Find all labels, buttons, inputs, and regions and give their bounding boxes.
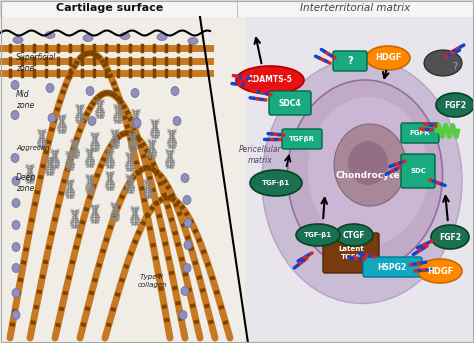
Ellipse shape	[184, 240, 192, 249]
Ellipse shape	[12, 310, 20, 319]
Ellipse shape	[250, 170, 302, 196]
FancyBboxPatch shape	[245, 17, 474, 343]
Ellipse shape	[366, 46, 410, 70]
Ellipse shape	[296, 224, 340, 246]
Ellipse shape	[12, 177, 20, 186]
Ellipse shape	[133, 118, 141, 128]
Ellipse shape	[12, 288, 20, 297]
Ellipse shape	[45, 32, 55, 38]
Ellipse shape	[181, 286, 189, 296]
Text: ?: ?	[453, 62, 457, 72]
FancyBboxPatch shape	[0, 0, 474, 18]
Text: FGF2: FGF2	[439, 233, 461, 241]
Ellipse shape	[335, 224, 373, 246]
Text: SDC: SDC	[410, 168, 426, 174]
Ellipse shape	[424, 50, 462, 76]
Ellipse shape	[179, 310, 187, 319]
Text: HDGF: HDGF	[375, 54, 401, 62]
FancyBboxPatch shape	[363, 257, 422, 277]
Text: ?: ?	[347, 56, 353, 66]
Ellipse shape	[288, 80, 443, 270]
Text: FGFR: FGFR	[410, 130, 430, 136]
Text: TGF-β1: TGF-β1	[262, 180, 290, 186]
Ellipse shape	[184, 218, 192, 227]
Text: Deep
zone: Deep zone	[16, 173, 36, 193]
Ellipse shape	[46, 83, 54, 93]
Text: Latent
TGFβ: Latent TGFβ	[338, 246, 364, 260]
Text: Aggrecan: Aggrecan	[16, 145, 49, 151]
Ellipse shape	[157, 34, 167, 40]
Text: Pericellular
matrix: Pericellular matrix	[239, 145, 281, 165]
Ellipse shape	[418, 259, 462, 283]
FancyBboxPatch shape	[323, 233, 379, 273]
Ellipse shape	[11, 110, 19, 119]
Text: ADAMTS-5: ADAMTS-5	[247, 75, 292, 84]
FancyBboxPatch shape	[269, 91, 311, 115]
Text: HDGF: HDGF	[427, 267, 453, 275]
FancyBboxPatch shape	[401, 154, 435, 188]
Ellipse shape	[348, 141, 388, 185]
Text: TGF-β1: TGF-β1	[304, 232, 332, 238]
FancyBboxPatch shape	[401, 123, 439, 143]
Ellipse shape	[13, 36, 23, 44]
Ellipse shape	[11, 81, 19, 90]
Ellipse shape	[86, 86, 94, 95]
Ellipse shape	[181, 174, 189, 182]
Ellipse shape	[12, 199, 20, 208]
Ellipse shape	[11, 154, 19, 163]
Text: HSPG2: HSPG2	[377, 262, 407, 272]
Ellipse shape	[183, 196, 191, 204]
Text: Superficial
zone: Superficial zone	[16, 53, 56, 73]
Ellipse shape	[83, 35, 93, 42]
Text: TGFβR: TGFβR	[289, 136, 315, 142]
Ellipse shape	[334, 124, 406, 206]
Ellipse shape	[12, 263, 20, 272]
FancyBboxPatch shape	[282, 129, 322, 149]
Text: Cartilage surface: Cartilage surface	[56, 3, 164, 13]
Ellipse shape	[131, 88, 139, 97]
Ellipse shape	[173, 117, 181, 126]
Ellipse shape	[308, 97, 428, 245]
Ellipse shape	[88, 117, 96, 126]
Text: Chondrocyte: Chondrocyte	[336, 170, 400, 179]
FancyBboxPatch shape	[0, 17, 245, 343]
Ellipse shape	[188, 37, 198, 45]
FancyBboxPatch shape	[333, 51, 367, 71]
Ellipse shape	[436, 93, 474, 117]
Ellipse shape	[236, 66, 304, 94]
Text: SDC4: SDC4	[279, 98, 301, 107]
Ellipse shape	[262, 59, 462, 304]
Ellipse shape	[120, 33, 130, 39]
Text: Interterritorial matrix: Interterritorial matrix	[300, 3, 410, 13]
Text: FGF2: FGF2	[444, 100, 466, 109]
Ellipse shape	[431, 225, 469, 249]
Ellipse shape	[48, 114, 56, 122]
Ellipse shape	[12, 243, 20, 251]
Text: CTGF: CTGF	[343, 230, 365, 239]
Ellipse shape	[12, 221, 20, 229]
Text: Type II
collagen: Type II collagen	[137, 274, 167, 288]
Ellipse shape	[183, 263, 191, 272]
Ellipse shape	[171, 86, 179, 95]
Text: Mid
zone: Mid zone	[16, 90, 34, 110]
